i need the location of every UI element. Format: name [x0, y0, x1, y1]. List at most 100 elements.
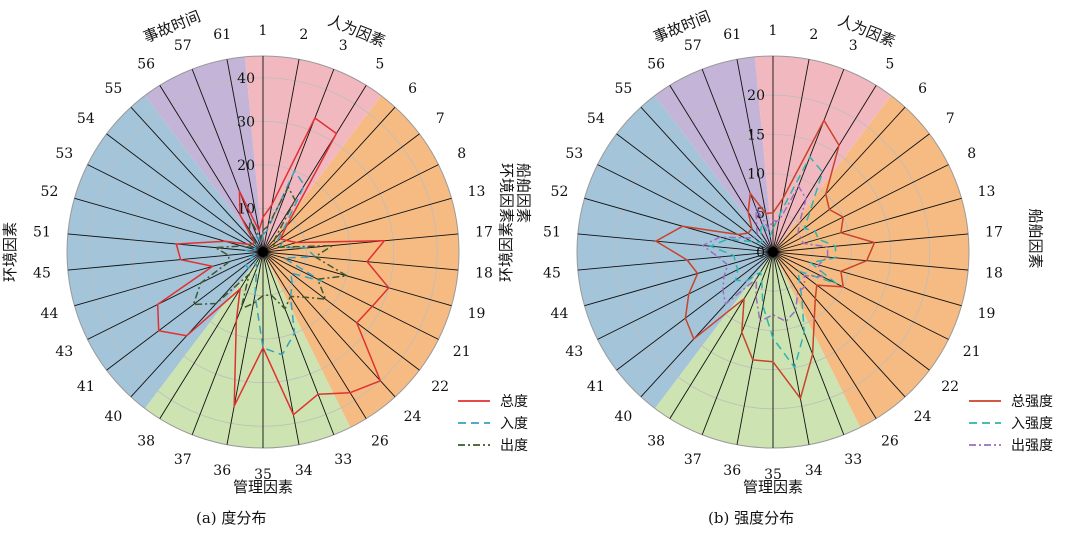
- sector-wedge: [66, 95, 263, 409]
- node-label: 57: [174, 38, 192, 54]
- spoke-line: [640, 251, 774, 398]
- spoke-line: [262, 197, 452, 253]
- spoke-line: [226, 59, 264, 253]
- node-label: 61: [213, 27, 231, 43]
- legend-label: 出度: [500, 438, 528, 454]
- node-label: 7: [436, 111, 445, 127]
- spoke-line: [262, 251, 335, 435]
- node-label: 38: [137, 434, 155, 450]
- spoke-line: [262, 251, 439, 340]
- spoke-line: [87, 164, 264, 253]
- series-line: [192, 186, 348, 310]
- sector-title: 事故时间: [141, 7, 203, 46]
- node-label: 22: [431, 379, 449, 395]
- spoke-line: [772, 59, 810, 253]
- series-line: [244, 170, 323, 356]
- radial-tick-label: 30: [237, 114, 255, 130]
- node-label: 44: [41, 306, 59, 322]
- legend-label: 出强度: [1011, 438, 1053, 454]
- node-label: 2: [809, 27, 818, 43]
- sector-title: 人为因素: [836, 11, 898, 50]
- spoke-line: [577, 233, 774, 253]
- node-label: 40: [105, 409, 123, 425]
- node-label: 19: [468, 306, 486, 322]
- spoke-line: [772, 251, 877, 419]
- node-label: 53: [55, 146, 73, 162]
- node-label: 21: [963, 344, 981, 360]
- spoke-line: [262, 85, 367, 253]
- spoke-line: [584, 251, 774, 307]
- spoke-line: [772, 69, 845, 253]
- spoke-line: [701, 69, 774, 253]
- sector-wedge: [654, 56, 773, 252]
- node-label: 18: [985, 265, 1003, 281]
- radial-tick-label: 20: [237, 158, 255, 174]
- node-label: 40: [615, 409, 633, 425]
- spoke-line: [736, 59, 774, 253]
- sector-title: 管理因素: [743, 478, 803, 496]
- radial-tick-label: 0: [756, 245, 765, 261]
- node-label: 38: [647, 434, 665, 450]
- spoke-line: [262, 251, 367, 419]
- node-label: 61: [723, 27, 741, 43]
- spoke-line: [74, 251, 264, 307]
- node-label: 45: [543, 265, 561, 281]
- node-label: 55: [105, 81, 123, 97]
- spoke-line: [130, 251, 264, 398]
- node-label: 45: [33, 265, 51, 281]
- spoke-line: [262, 133, 420, 253]
- sector-title: 环境因素: [1, 222, 19, 282]
- spoke-line: [262, 164, 439, 253]
- spoke-line: [584, 197, 774, 253]
- spoke-line: [262, 59, 300, 253]
- spoke-line: [772, 85, 877, 253]
- spoke-line: [106, 133, 264, 253]
- spoke-line: [262, 69, 335, 253]
- legend-label: 入度: [500, 416, 528, 432]
- spoke-line: [772, 251, 962, 307]
- spoke-line: [772, 164, 949, 253]
- node-label: 51: [33, 225, 51, 241]
- spoke-line: [159, 85, 264, 253]
- radar-chart-a: 1 235678131718192122242633343536373840414…: [1, 7, 532, 496]
- node-label: 37: [174, 452, 192, 468]
- node-label: 18: [475, 265, 493, 281]
- spoke-line: [597, 164, 774, 253]
- node-label: 51: [543, 225, 561, 241]
- node-label: 1: [259, 23, 268, 39]
- node-label: 3: [849, 38, 858, 54]
- sector-title: 船舶因素: [1027, 208, 1045, 268]
- series-line: [709, 156, 837, 369]
- node-label: 8: [457, 146, 466, 162]
- series-line: [701, 185, 829, 323]
- spoke-line: [159, 251, 264, 419]
- node-label: 6: [918, 81, 927, 97]
- spoke-line: [772, 133, 930, 253]
- radial-tick-label: 15: [747, 127, 765, 143]
- center-dot: [258, 247, 268, 257]
- node-label: 35: [254, 467, 272, 483]
- node-label: 26: [881, 434, 899, 450]
- legend-label: 总强度: [1011, 394, 1053, 410]
- series-line: [156, 117, 390, 416]
- radial-tick-label: 40: [237, 71, 255, 87]
- legend-label: 入强度: [1011, 416, 1053, 432]
- node-label: 24: [404, 409, 422, 425]
- node-label: 26: [371, 434, 389, 450]
- spoke-line: [106, 251, 264, 371]
- node-label: 41: [587, 379, 605, 395]
- node-label: 55: [615, 81, 633, 97]
- node-label: 54: [587, 111, 605, 127]
- node-label: 2: [299, 27, 308, 43]
- spoke-line: [191, 69, 264, 253]
- spoke-line: [262, 251, 420, 371]
- node-label: 56: [647, 56, 665, 72]
- spoke-line: [67, 251, 264, 271]
- spoke-line: [736, 251, 774, 445]
- node-label: 6: [408, 81, 417, 97]
- radial-tick-label: 20: [747, 88, 765, 104]
- node-label: 5: [885, 56, 894, 72]
- spoke-line: [577, 251, 774, 271]
- spoke-line: [191, 251, 264, 435]
- spoke-line: [74, 197, 264, 253]
